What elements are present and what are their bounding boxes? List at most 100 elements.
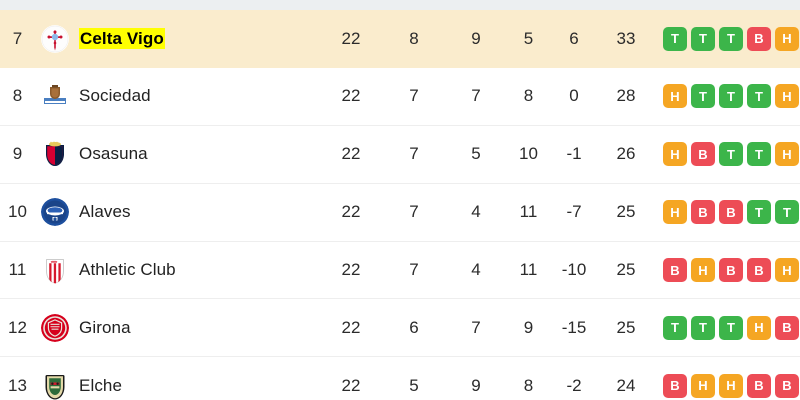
form-badge-h[interactable]: H	[663, 142, 687, 167]
gd-cell: -1	[566, 144, 582, 164]
team-name-cell[interactable]: Alaves	[75, 183, 320, 241]
team-name-cell[interactable]: Sociedad	[75, 68, 320, 126]
rank-cell: 9	[12, 144, 23, 164]
form-badge-h[interactable]: H	[719, 373, 743, 398]
form-badge-b[interactable]: B	[747, 258, 771, 283]
team-name-label: Girona	[79, 317, 131, 337]
d-cell: 4	[471, 260, 481, 280]
d-cell: 5	[471, 144, 481, 164]
form-badge-t[interactable]: T	[691, 26, 715, 51]
form-badge-h[interactable]: H	[691, 373, 715, 398]
rank-cell: 12	[8, 317, 27, 337]
form-badge-t[interactable]: T	[747, 84, 771, 109]
table-row[interactable]: 8 Sociedad 22 7 7 8 0 28 H T T T H	[0, 67, 800, 126]
form-badge-t[interactable]: T	[691, 84, 715, 109]
gd-cell: -2	[566, 375, 582, 395]
form-badge-b[interactable]: B	[775, 315, 799, 340]
form-badge-h[interactable]: H	[775, 26, 799, 51]
form-badge-h[interactable]: H	[775, 142, 799, 167]
team-name-label: Athletic Club	[79, 260, 176, 280]
team-name-label: Sociedad	[79, 86, 151, 106]
form-badge-t[interactable]: T	[719, 26, 743, 51]
elche-crest	[35, 357, 75, 400]
form-badge-t[interactable]: T	[775, 200, 799, 225]
elche-crest-icon	[41, 372, 69, 400]
form-badge-t[interactable]: T	[691, 315, 715, 340]
table-row[interactable]: 10 Alaves 22 7 4 11 -7 25 H B B T T	[0, 183, 800, 242]
w-cell: 6	[409, 317, 419, 337]
pts-cell: 25	[616, 202, 636, 222]
mp-cell: 22	[341, 375, 361, 395]
form-badge-b[interactable]: B	[691, 142, 715, 167]
form-badge-h[interactable]: H	[747, 315, 771, 340]
form-badge-b[interactable]: B	[719, 258, 743, 283]
table-row[interactable]: 12 Girona 22 6 7 9 -15 25 T T T H B	[0, 298, 800, 357]
mp-cell: 22	[341, 144, 361, 164]
standings-body: 7 Celta Vigo 22 8 9 5 6 33 T T T B H 8 Sociedad 22 7 7 8…	[0, 10, 800, 400]
form-badge-b[interactable]: B	[747, 373, 771, 398]
form-badge-b[interactable]: B	[775, 373, 799, 398]
team-name-cell[interactable]: Athletic Club	[75, 241, 320, 299]
rank-cell: 8	[12, 86, 23, 106]
osasuna-crest-icon	[41, 140, 69, 168]
rank-cell: 10	[8, 202, 27, 222]
d-cell: 7	[471, 86, 481, 106]
form-badge-t[interactable]: T	[719, 84, 743, 109]
team-name-label: Alaves	[79, 202, 131, 222]
pts-cell: 28	[616, 86, 636, 106]
team-name-label: Celta Vigo	[79, 27, 165, 49]
w-cell: 5	[409, 375, 419, 395]
team-name-label: Elche	[79, 375, 123, 395]
form-badge-t[interactable]: T	[663, 315, 687, 340]
girona-crest	[35, 299, 75, 357]
form-badge-t[interactable]: T	[747, 200, 771, 225]
form-badge-b[interactable]: B	[747, 26, 771, 51]
form-badge-b[interactable]: B	[663, 258, 687, 283]
form-badge-t[interactable]: T	[663, 26, 687, 51]
form-badge-t[interactable]: T	[719, 315, 743, 340]
team-name-cell[interactable]: Girona	[75, 299, 320, 357]
girona-crest-icon	[41, 313, 69, 342]
l-cell: 5	[523, 28, 534, 48]
l-cell: 11	[519, 260, 538, 280]
mp-cell: 22	[341, 317, 361, 337]
table-row[interactable]: 11 Athletic Club 22 7 4 11 -10 25 B H B B H	[0, 241, 800, 299]
alaves-crest	[35, 183, 75, 241]
w-cell: 8	[409, 28, 419, 48]
team-name-cell[interactable]: Celta Vigo	[75, 10, 320, 68]
team-name-cell[interactable]: Osasuna	[75, 126, 320, 184]
form-badge-h[interactable]: H	[775, 84, 799, 109]
real-sociedad-crest	[35, 68, 75, 126]
athletic-club-crest-icon	[41, 256, 69, 284]
d-cell: 7	[471, 317, 481, 337]
form-badge-b[interactable]: B	[691, 200, 715, 225]
alaves-crest-icon	[41, 198, 69, 227]
form-badge-h[interactable]: H	[691, 258, 715, 283]
celta-vigo-crest-icon	[41, 24, 69, 53]
gd-cell: -15	[561, 317, 587, 337]
table-row[interactable]: 7 Celta Vigo 22 8 9 5 6 33 T T T B H	[0, 10, 800, 68]
table-row[interactable]: 9 Osasuna 22 7 5 10 -1 26 H B T T H	[0, 125, 800, 184]
form-badge-h[interactable]: H	[775, 258, 799, 283]
form-badge-b[interactable]: B	[719, 200, 743, 225]
team-name-cell[interactable]: Elche	[75, 357, 320, 400]
table-row[interactable]: 13 Elche 22 5 9 8 -2 24 B H H B B	[0, 356, 800, 400]
athletic-club-crest	[35, 241, 75, 299]
form-badge-t[interactable]: T	[719, 142, 743, 167]
form-badge-b[interactable]: B	[663, 373, 687, 398]
form-badge-t[interactable]: T	[747, 142, 771, 167]
rank-cell: 13	[8, 375, 27, 395]
l-cell: 10	[519, 144, 538, 164]
real-sociedad-crest-icon	[41, 82, 69, 111]
form-badge-h[interactable]: H	[663, 84, 687, 109]
form-badge-h[interactable]: H	[663, 200, 687, 225]
